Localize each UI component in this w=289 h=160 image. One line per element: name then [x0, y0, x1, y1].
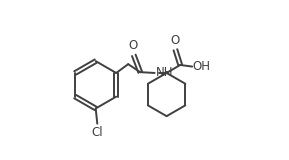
Text: OH: OH	[193, 60, 211, 73]
Text: O: O	[128, 40, 138, 52]
Text: Cl: Cl	[92, 126, 103, 139]
Text: O: O	[170, 34, 179, 47]
Text: NH: NH	[155, 66, 173, 79]
